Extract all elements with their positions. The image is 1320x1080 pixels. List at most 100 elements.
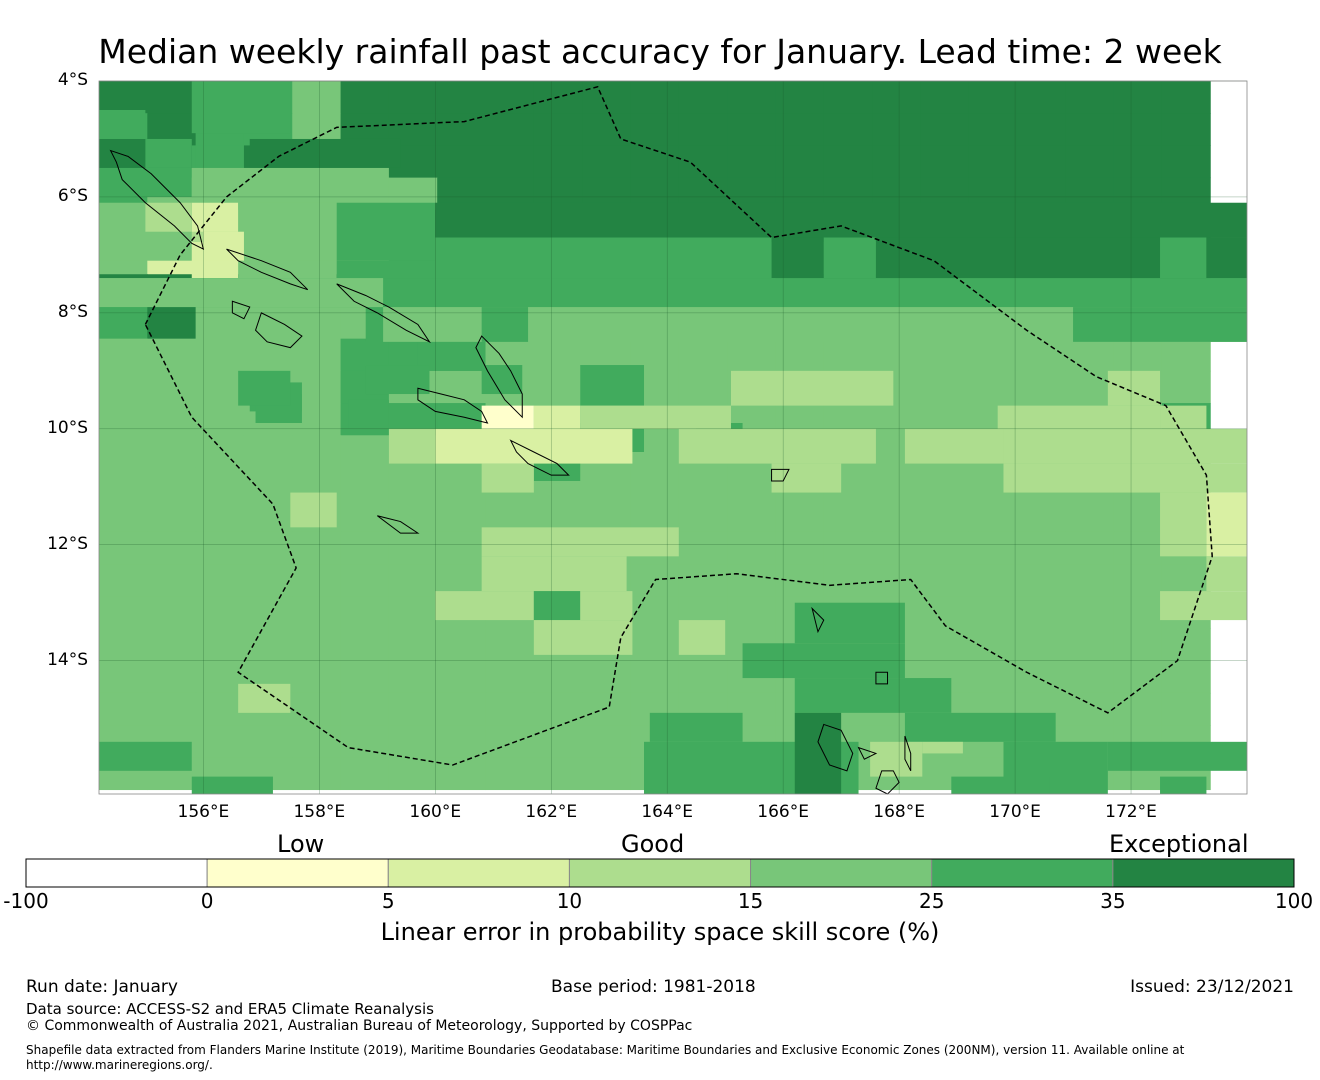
skill-cell — [292, 660, 342, 694]
skill-patch — [904, 428, 1004, 464]
skill-cell — [388, 596, 438, 630]
skill-patch — [533, 620, 633, 655]
skill-cell — [823, 81, 873, 114]
skill-cell — [1161, 370, 1211, 404]
skill-patch — [1206, 556, 1247, 592]
skill-patch — [365, 365, 430, 395]
skill-cell — [872, 145, 921, 179]
skill-cell — [727, 338, 776, 372]
skill-patch — [99, 278, 384, 308]
skill-cell — [630, 467, 680, 501]
skill-cell — [968, 338, 1018, 372]
skill-cell — [678, 499, 728, 533]
skill-cell — [1065, 499, 1115, 533]
colorbar-tick: 0 — [200, 889, 214, 913]
skill-patch — [348, 399, 389, 429]
skill-cell — [99, 403, 148, 436]
skill-patch — [191, 167, 389, 203]
legend-exceptional-label: Exceptional — [1109, 830, 1249, 858]
skill-cell — [533, 113, 583, 146]
island-outline — [817, 723, 854, 772]
skill-cell — [485, 113, 535, 146]
skill-patch — [481, 405, 534, 429]
run-date: Run date: January — [26, 977, 178, 997]
skill-cell — [1065, 692, 1115, 726]
skill-cell — [1065, 660, 1115, 694]
skill-cell — [727, 467, 776, 501]
skill-cell — [147, 660, 197, 694]
skill-cell — [678, 370, 728, 404]
skill-cell — [968, 370, 1018, 404]
skill-cell — [99, 660, 148, 694]
skill-cell — [1161, 692, 1211, 726]
skill-patch — [336, 202, 436, 261]
skill-cell — [437, 757, 487, 791]
skill-patch — [771, 237, 824, 279]
skill-cell — [99, 370, 148, 404]
skill-cell — [823, 338, 873, 372]
skill-cell — [485, 81, 535, 114]
skill-cell — [920, 338, 970, 372]
skill-cell — [147, 338, 197, 372]
skill-map — [98, 80, 1248, 795]
skill-patch — [1003, 428, 1247, 464]
skill-cell — [292, 435, 342, 468]
skill-cell — [195, 692, 245, 726]
skill-cell — [920, 467, 970, 501]
skill-patch — [533, 405, 581, 429]
skill-cell — [968, 660, 1018, 694]
skill-cell — [775, 499, 825, 533]
skill-cell — [1113, 81, 1163, 114]
skill-cell — [437, 145, 487, 179]
skill-cell — [99, 499, 148, 533]
skill-cell — [1065, 564, 1115, 597]
lon-label: 170°E — [989, 802, 1041, 822]
skill-cell — [582, 725, 631, 758]
skill-cell — [920, 564, 970, 597]
skill-patch — [435, 237, 772, 279]
skill-cell — [920, 370, 970, 404]
skill-cell — [968, 596, 1018, 630]
skill-cell — [1113, 564, 1163, 597]
skill-cell — [340, 660, 390, 694]
skill-patch — [1160, 591, 1247, 621]
skill-cell — [727, 81, 776, 114]
skill-patch — [1206, 492, 1247, 557]
map-frame — [98, 80, 1248, 795]
skill-cell — [388, 467, 438, 501]
skill-cell — [920, 531, 970, 565]
skill-cell — [727, 113, 776, 146]
skill-cell — [1016, 499, 1066, 533]
skill-cell — [292, 757, 342, 791]
skill-patch — [580, 365, 645, 406]
skill-patch — [481, 556, 627, 592]
skill-cell — [1016, 113, 1066, 146]
skill-cell — [1113, 628, 1163, 662]
colorbar-title: Linear error in probability space skill … — [380, 918, 940, 946]
skill-patch — [580, 405, 731, 429]
skill-patch — [1160, 237, 1207, 279]
skill-cell — [872, 113, 921, 146]
skill-cell — [437, 370, 487, 404]
skill-cell — [775, 113, 825, 146]
skill-cell — [437, 499, 487, 533]
skill-cell — [99, 628, 148, 662]
skill-cell — [1016, 628, 1066, 662]
skill-cell — [147, 403, 197, 436]
lon-label: 162°E — [525, 802, 578, 822]
skill-patch — [1107, 741, 1247, 771]
skill-cell — [872, 81, 921, 114]
colorbar-tick: 5 — [381, 889, 395, 913]
skill-cell — [1016, 564, 1066, 597]
skill-cell — [872, 467, 921, 501]
skill-cell — [920, 596, 970, 630]
skill-cell — [1065, 338, 1115, 372]
skill-cell — [147, 596, 197, 630]
skill-cell — [147, 692, 197, 726]
skill-patch — [238, 370, 291, 406]
skill-cell — [485, 725, 535, 758]
skill-cell — [195, 660, 245, 694]
skill-cell — [727, 499, 776, 533]
island-outline — [875, 671, 889, 685]
skill-cell — [968, 564, 1018, 597]
